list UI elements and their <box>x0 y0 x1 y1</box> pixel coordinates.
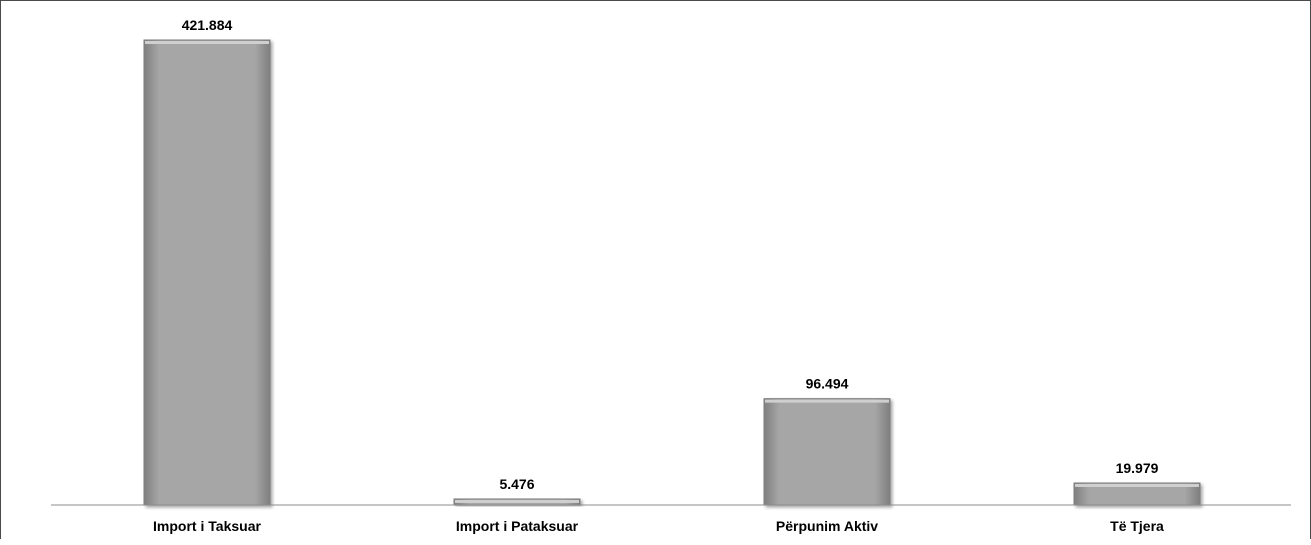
category-label-4: Të Tjera <box>1110 518 1164 534</box>
category-label-2: Import i Pataksuar <box>456 518 579 534</box>
data-label-4: 19.979 <box>1116 460 1159 476</box>
data-label-3: 96.494 <box>806 376 849 392</box>
bar-bevel-1 <box>145 41 269 44</box>
data-label-1: 421.884 <box>182 17 233 33</box>
category-label-1: Import i Taksuar <box>153 518 261 534</box>
bar-bevel-2 <box>455 499 579 503</box>
data-label-2: 5.476 <box>499 476 534 492</box>
bars-layer <box>143 39 1201 506</box>
bar-bevel-4 <box>1075 483 1199 487</box>
bar-1 <box>143 39 271 506</box>
bar-bevel-3 <box>765 399 889 403</box>
bar-3 <box>763 398 891 506</box>
labels-layer: 421.884 Import i Taksuar 5.476 Import i Pat… <box>153 17 1164 534</box>
category-label-3: Përpunim Aktiv <box>776 518 878 534</box>
